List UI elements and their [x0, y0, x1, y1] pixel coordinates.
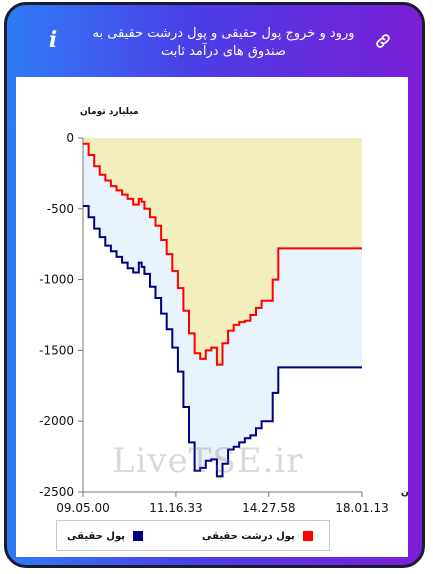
x-tick-label-2: 14.27.58 [242, 501, 295, 515]
legend-item-real[interactable]: پول حقیقی [67, 529, 143, 543]
x-tick-label-0: 09.05.00 [56, 501, 109, 515]
legend-swatch-real [132, 531, 143, 541]
chart-panel: 0 -500 -1000 -1500 -2000 -2500 09.05.00 11.16.3… [16, 77, 408, 557]
y-tick-label-2: -1000 [39, 273, 74, 287]
legend: پول درشت حقیقی پول حقیقی [56, 520, 330, 551]
y-tick-label-5: -2500 [39, 485, 74, 499]
plot-area: 0 -500 -1000 -1500 -2000 -2500 09.05.00 11.16.3… [39, 107, 408, 515]
watermark: LiveTSE.ir [112, 441, 304, 481]
y-tick-label-1: -500 [47, 202, 74, 216]
series-line-big-real-money [83, 142, 362, 366]
link-icon[interactable] [374, 32, 392, 50]
legend-swatch-big [302, 531, 313, 541]
chart-title: ورود و خروج پول حقیقی و پول درشت حقیقی ب… [92, 26, 355, 59]
y-axis-label: میلیارد تومان [80, 107, 139, 117]
legend-label-big: پول درشت حقیقی [202, 530, 295, 542]
y-tick-label-4: -2000 [39, 414, 74, 428]
x-axis-label: زمان [401, 488, 408, 498]
card-header: i ورود و خروج پول حقیقی و پول درشت حقیقی… [7, 5, 422, 77]
legend-label-real: پول حقیقی [67, 530, 125, 542]
area-between-series [83, 143, 362, 477]
x-tick-label-3: 18.01.13 [335, 501, 388, 515]
area-above-big-money [83, 138, 362, 365]
x-tick-label-1: 11.16.33 [149, 501, 202, 515]
info-icon[interactable]: i [48, 27, 58, 53]
y-tick-label-3: -1500 [39, 343, 74, 357]
series-line-real-money [83, 205, 362, 478]
chart-card: i ورود و خروج پول حقیقی و پول درشت حقیقی… [4, 2, 425, 568]
legend-item-big[interactable]: پول درشت حقیقی [202, 529, 313, 543]
y-tick-label-0: 0 [66, 131, 74, 145]
